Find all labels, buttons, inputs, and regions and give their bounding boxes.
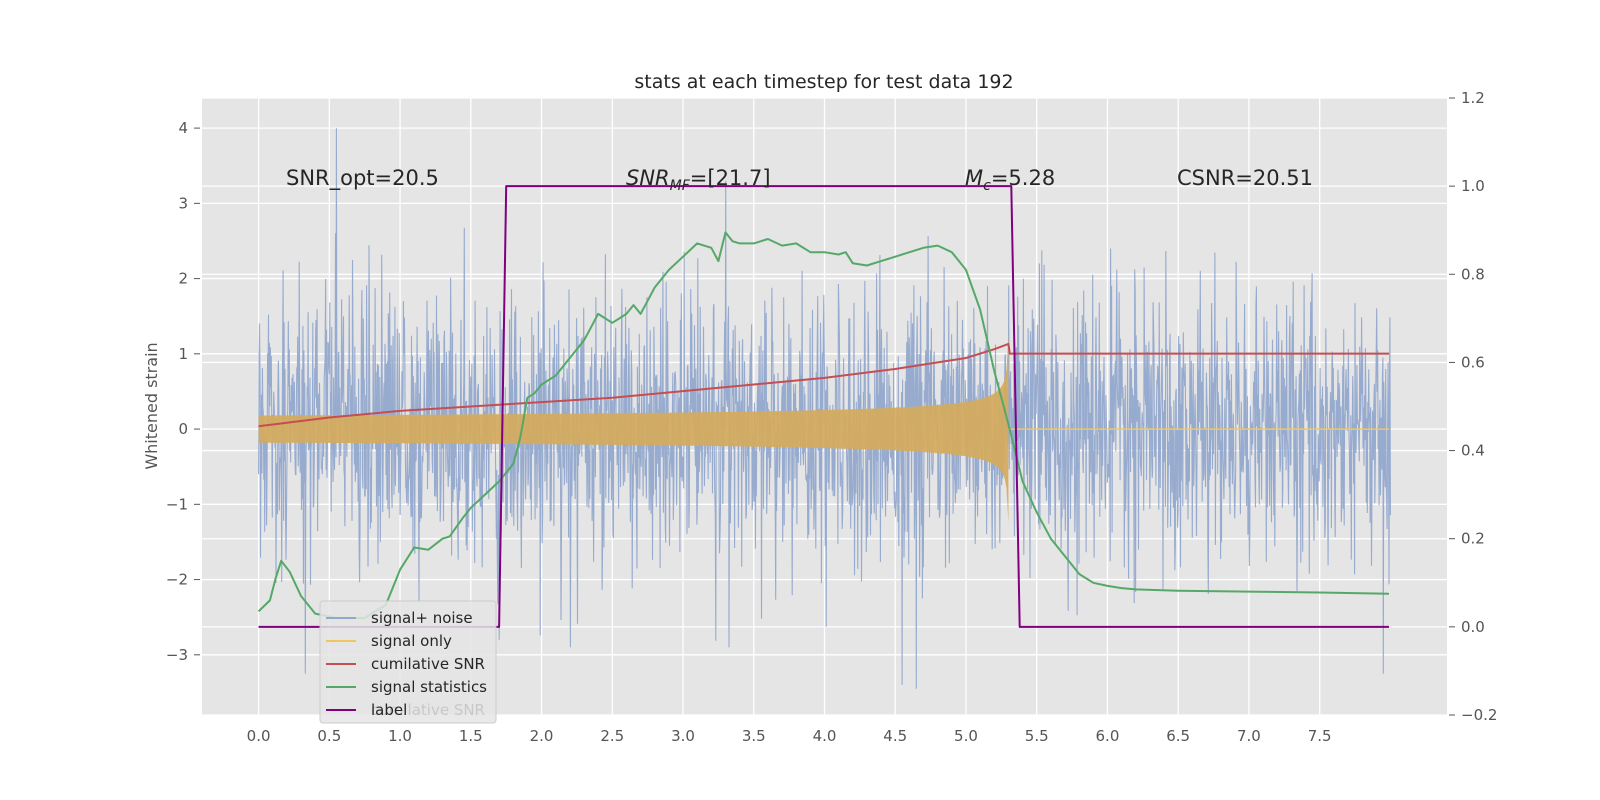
annotation-chirp-mass-subscript: c	[983, 178, 991, 194]
y2-tick-label: 0.2	[1461, 530, 1485, 548]
legend-label: signal only	[371, 632, 452, 650]
y-axis-label: Whitened strain	[142, 342, 161, 469]
legend-label: cumilative SNR	[371, 655, 485, 673]
y-tick-label: −1	[166, 495, 188, 513]
y2-tick-label: 0.0	[1461, 618, 1485, 636]
x-tick-label: 6.0	[1096, 727, 1120, 745]
x-tick-label: 5.0	[954, 727, 978, 745]
x-tick-label: 6.5	[1166, 727, 1190, 745]
x-tick-label: 2.5	[600, 727, 624, 745]
y-tick-label: 4	[178, 119, 188, 137]
y-tick-label: −3	[166, 646, 188, 664]
legend-label: signal+ noise	[371, 609, 473, 627]
y2-tick-label: −0.2	[1461, 706, 1497, 724]
y-tick-label: −2	[166, 571, 188, 589]
x-tick-label: 3.5	[742, 727, 766, 745]
y2-tick-label: 1.2	[1461, 89, 1485, 107]
chart-title: stats at each timestep for test data 192	[634, 71, 1013, 93]
x-tick-label: 7.0	[1237, 727, 1261, 745]
annotation-snr-mf-symbol: SNR	[626, 166, 670, 190]
x-tick-label: 1.5	[459, 727, 483, 745]
annotation-snr-mf-subscript: MF	[670, 178, 691, 194]
annotation-snr-mf: SNRMF=[21.7]	[626, 166, 771, 194]
series-signal-only-envelope	[258, 335, 1009, 524]
y2-tick-label: 1.0	[1461, 177, 1485, 195]
legend-hidden-label: cumilative SNR	[371, 701, 485, 719]
annotation-chirp-mass: Mc=5.28	[965, 166, 1055, 194]
x-tick-label: 2.0	[530, 727, 554, 745]
y2-tick-label: 0.4	[1461, 442, 1485, 460]
y-tick-label: 1	[178, 345, 188, 363]
x-tick-label: 1.0	[388, 727, 412, 745]
y-tick-label: 2	[178, 270, 188, 288]
series-signal-statistics	[257, 231, 1390, 619]
series-cumulative-snr	[258, 342, 1389, 428]
x-tick-label: 7.5	[1308, 727, 1332, 745]
x-tick-label: 4.5	[883, 727, 907, 745]
y-tick-label: 3	[178, 194, 188, 212]
annotation-snr-mf-value: =[21.7]	[690, 166, 771, 190]
legend: cumilative SNR signal+ noise signal only c…	[319, 600, 497, 724]
x-tick-label: 0.0	[247, 727, 271, 745]
x-tick-label: 4.0	[813, 727, 837, 745]
legend-items: signal+ noise signal only cumilative SNR si…	[326, 609, 487, 719]
annotation-csnr: CSNR=20.51	[1177, 166, 1313, 190]
legend-label: label	[371, 701, 407, 719]
annotation-chirp-mass-value: =5.28	[991, 166, 1055, 190]
axes: 0.0 0.5 1.0 1.5 2.0 2.5 3.0 3.5 4.0 4.5 5.0 5.5 6.0 6…	[166, 89, 1498, 745]
x-tick-label: 0.5	[317, 727, 341, 745]
annotations: SNR_opt=20.5 SNRMF=[21.7] Mc=5.28 CSNR=2…	[286, 166, 1313, 194]
annotation-chirp-mass-symbol: M	[965, 166, 983, 190]
y-tick-label: 0	[178, 420, 188, 438]
x-tick-label: 3.0	[671, 727, 695, 745]
x-tick-label: 5.5	[1025, 727, 1049, 745]
annotation-snr-opt: SNR_opt=20.5	[286, 166, 439, 191]
legend-label: signal statistics	[371, 678, 487, 696]
y2-tick-label: 0.6	[1461, 353, 1485, 371]
legend-box	[319, 600, 497, 724]
y2-tick-label: 0.8	[1461, 265, 1485, 283]
